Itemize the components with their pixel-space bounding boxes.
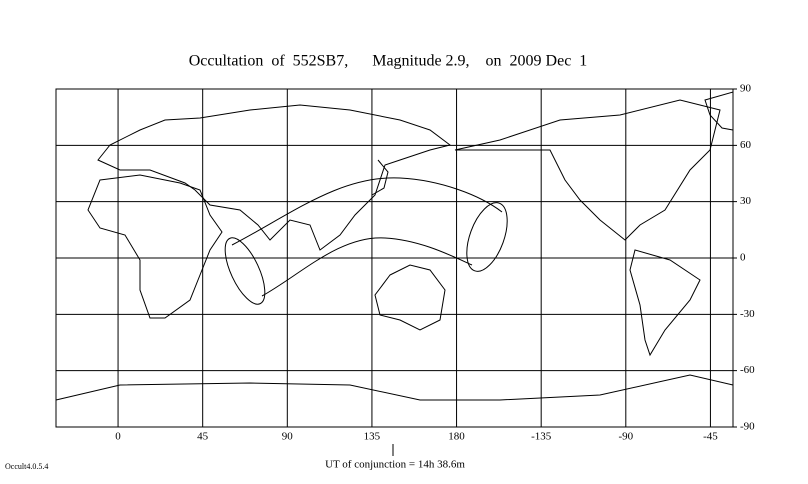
occultation-path [224, 177, 508, 305]
x-tick-label: -135 [531, 431, 552, 443]
eurasia [97, 104, 452, 251]
japan [371, 159, 389, 196]
south-america [629, 249, 701, 357]
y-tick-label: -30 [740, 308, 755, 320]
y-tick-label: 60 [740, 139, 752, 151]
australia [374, 264, 446, 331]
footer: Occult4.0.5.4 [5, 462, 48, 471]
antarctica [55, 374, 734, 401]
x-tick-label: -45 [703, 431, 718, 443]
greenland [704, 91, 734, 131]
path-start [224, 237, 266, 305]
y-tick-label: -90 [740, 421, 755, 433]
coastlines [55, 91, 734, 401]
path-end [466, 202, 508, 272]
x-tick-label: 0 [115, 431, 121, 443]
y-tick-label: 90 [740, 83, 752, 95]
x-tick-label: 45 [197, 431, 209, 443]
path-south-edge [261, 237, 473, 297]
y-tick-label: 30 [740, 195, 752, 207]
x-axis-label: UT of conjunction = 14h 38.6m [325, 459, 465, 471]
chart-title: Occultation of 552SB7, Magnitude 2.9, on… [189, 53, 588, 70]
x-tick-label: 90 [282, 431, 294, 443]
path-north-edge [231, 177, 503, 246]
x-tick-label: 180 [448, 431, 465, 443]
x-tick-label: 135 [364, 431, 381, 443]
north-america [454, 99, 721, 241]
africa [87, 174, 223, 319]
y-tick-label: 0 [740, 252, 746, 264]
x-tick-label: -90 [618, 431, 633, 443]
y-tick-label: -60 [740, 364, 755, 376]
